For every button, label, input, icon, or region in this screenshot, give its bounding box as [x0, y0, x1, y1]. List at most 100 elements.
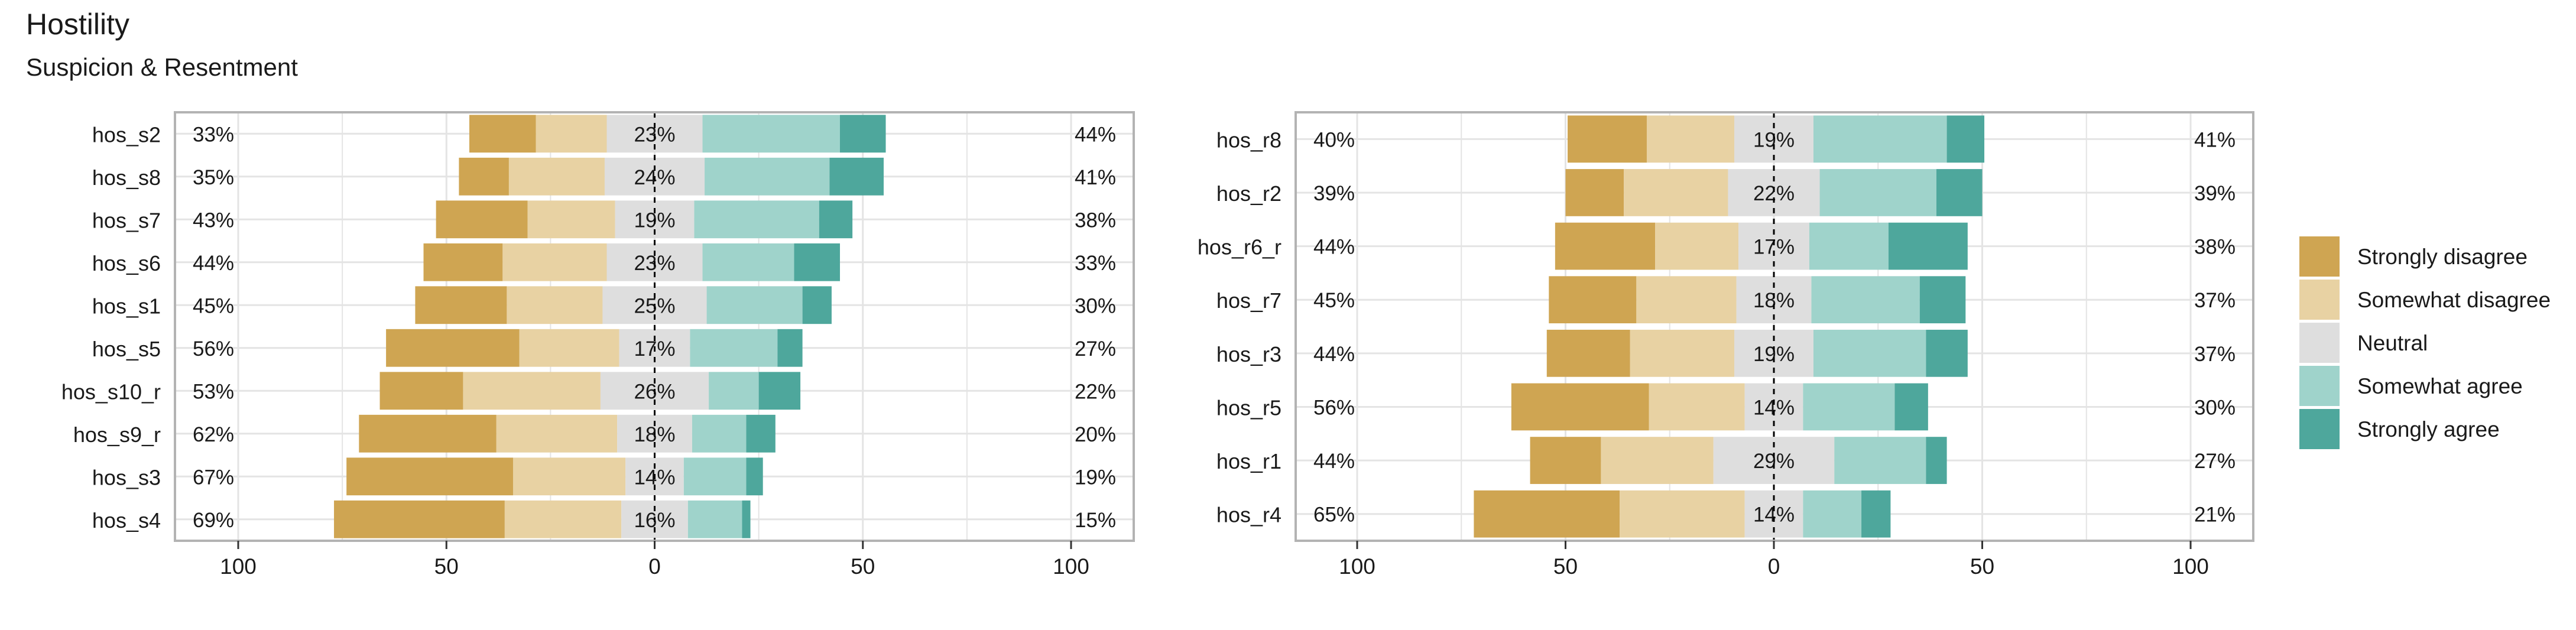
- item-label: hos_s2: [92, 122, 161, 147]
- low-percent-label: 33%: [193, 123, 234, 146]
- item-label: hos_s1: [92, 294, 161, 318]
- legend-item-neutral: Neutral: [2299, 323, 2428, 363]
- item-label: hos_r1: [1216, 449, 1281, 473]
- bar-hos_s6-somewhat-agree: [702, 243, 794, 281]
- bar-hos_s1-somewhat-agree: [706, 286, 803, 324]
- item-label: hos_r5: [1216, 395, 1281, 420]
- high-percent-label: 38%: [2194, 236, 2236, 259]
- high-percent-label: 37%: [2194, 343, 2236, 366]
- bar-hos_r8-strongly-agree: [1946, 115, 1985, 163]
- bar-hos_s10_r-somewhat-agree: [709, 372, 759, 410]
- bar-hos_s7-strongly-disagree: [436, 200, 528, 239]
- item-label: hos_r3: [1216, 342, 1281, 366]
- low-percent-label: 40%: [1313, 128, 1355, 151]
- low-percent-label: 44%: [193, 252, 234, 275]
- bar-hos_r7-strongly-disagree: [1549, 276, 1637, 324]
- x-tick-label: 50: [851, 554, 875, 579]
- bar-hos_r7-strongly-agree: [1919, 276, 1966, 324]
- bar-hos_r3-strongly-agree: [1926, 329, 1968, 377]
- bar-hos_r8-somewhat-agree: [1813, 115, 1947, 163]
- high-percent-label: 38%: [1075, 209, 1116, 232]
- bar-hos_s2-somewhat-disagree: [536, 115, 607, 153]
- bar-hos_s9_r-strongly-disagree: [359, 414, 497, 453]
- bar-hos_s5-somewhat-agree: [690, 329, 778, 367]
- high-percent-label: 33%: [1075, 252, 1116, 275]
- bar-hos_r2-somewhat-disagree: [1624, 169, 1728, 216]
- bar-hos_s10_r-somewhat-disagree: [463, 372, 601, 410]
- low-percent-label: 45%: [193, 294, 234, 317]
- item-label: hos_r8: [1216, 128, 1281, 152]
- bar-hos_s3-strongly-disagree: [346, 457, 513, 496]
- low-percent-label: 62%: [193, 423, 234, 446]
- legend-item-somewhat-disagree: Somewhat disagree: [2299, 280, 2551, 320]
- legend-swatch: [2299, 323, 2340, 363]
- item-label: hos_r7: [1216, 288, 1281, 313]
- high-percent-label: 19%: [1075, 466, 1116, 489]
- bar-hos_r6_r-strongly-agree: [1888, 222, 1968, 270]
- chart-panels: hos_s2 33% 44%23%hos_s8 35% 41%24%hos_s7 43% 3…: [61, 111, 2254, 579]
- bar-hos_s4-strongly-disagree: [334, 500, 505, 538]
- x-tick-label: 100: [1339, 554, 1375, 579]
- bar-hos_r5-somewhat-disagree: [1649, 383, 1745, 431]
- bar-hos_s1-somewhat-disagree: [507, 286, 603, 324]
- bar-hos_s10_r-strongly-agree: [758, 372, 801, 410]
- x-tick-label: 50: [1553, 554, 1578, 579]
- low-percent-label: 53%: [193, 380, 234, 403]
- high-percent-label: 30%: [2194, 396, 2236, 419]
- bar-hos_r2-somewhat-agree: [1819, 169, 1936, 216]
- high-percent-label: 27%: [1075, 337, 1116, 361]
- bar-hos_s5-strongly-disagree: [386, 329, 520, 367]
- bar-hos_r5-strongly-agree: [1894, 383, 1928, 431]
- bar-hos_r3-strongly-disagree: [1546, 329, 1630, 377]
- legend-label: Neutral: [2357, 331, 2428, 355]
- legend-label: Strongly agree: [2357, 417, 2500, 441]
- chart-subtitle: Suspicion & Resentment: [26, 53, 298, 81]
- low-percent-label: 65%: [1313, 504, 1355, 527]
- bar-hos_r8-strongly-disagree: [1568, 115, 1647, 163]
- low-percent-label: 56%: [1313, 396, 1355, 419]
- high-percent-label: 41%: [2194, 128, 2236, 151]
- bar-hos_s10_r-strongly-disagree: [379, 372, 463, 410]
- bar-hos_s1-strongly-agree: [802, 286, 832, 324]
- bar-hos_s4-strongly-agree: [742, 500, 751, 538]
- bar-hos_s8-somewhat-agree: [705, 157, 830, 196]
- item-label: hos_s9_r: [73, 423, 161, 447]
- legend-label: Somewhat agree: [2357, 374, 2523, 398]
- legend-label: Strongly disagree: [2357, 245, 2528, 269]
- high-percent-label: 27%: [2194, 450, 2236, 473]
- legend-item-somewhat-agree: Somewhat agree: [2299, 366, 2523, 406]
- legend-swatch: [2299, 409, 2340, 449]
- bar-hos_s7-somewhat-disagree: [527, 200, 615, 239]
- bar-hos_r4-strongly-agree: [1861, 490, 1891, 538]
- item-label: hos_r4: [1216, 503, 1281, 527]
- x-tick-label: 50: [434, 554, 459, 579]
- bar-hos_r6_r-somewhat-agree: [1809, 222, 1889, 270]
- high-percent-label: 37%: [2194, 289, 2236, 312]
- item-label: hos_s10_r: [61, 379, 161, 404]
- low-percent-label: 56%: [193, 337, 234, 361]
- bar-hos_r3-somewhat-agree: [1813, 329, 1926, 377]
- legend-swatch: [2299, 236, 2340, 277]
- legend-swatch: [2299, 366, 2340, 406]
- bar-hos_s9_r-somewhat-disagree: [496, 414, 618, 453]
- bar-hos_r1-somewhat-disagree: [1601, 437, 1714, 484]
- legend: Strongly disagree Somewhat disagree Neutra…: [2299, 236, 2551, 449]
- bar-hos_r5-strongly-disagree: [1511, 383, 1649, 431]
- low-percent-label: 67%: [193, 466, 234, 489]
- item-label: hos_s3: [92, 465, 161, 489]
- low-percent-label: 39%: [1313, 182, 1355, 205]
- bar-hos_r6_r-somewhat-disagree: [1655, 222, 1739, 270]
- low-percent-label: 44%: [1313, 236, 1355, 259]
- high-percent-label: 22%: [1075, 380, 1116, 403]
- legend-item-strongly-disagree: Strongly disagree: [2299, 236, 2528, 277]
- panel-2: hos_r8 40% 41%19%hos_r2 39% 39%22%hos_r6_r 44…: [1198, 111, 2254, 579]
- high-percent-label: 20%: [1075, 423, 1116, 446]
- item-label: hos_r6_r: [1198, 235, 1281, 259]
- bar-hos_r7-somewhat-disagree: [1636, 276, 1737, 324]
- bar-hos_r8-somewhat-disagree: [1646, 115, 1735, 163]
- bar-hos_s4-somewhat-disagree: [504, 500, 622, 538]
- low-percent-label: 35%: [193, 166, 234, 189]
- bar-hos_s6-somewhat-disagree: [502, 243, 607, 281]
